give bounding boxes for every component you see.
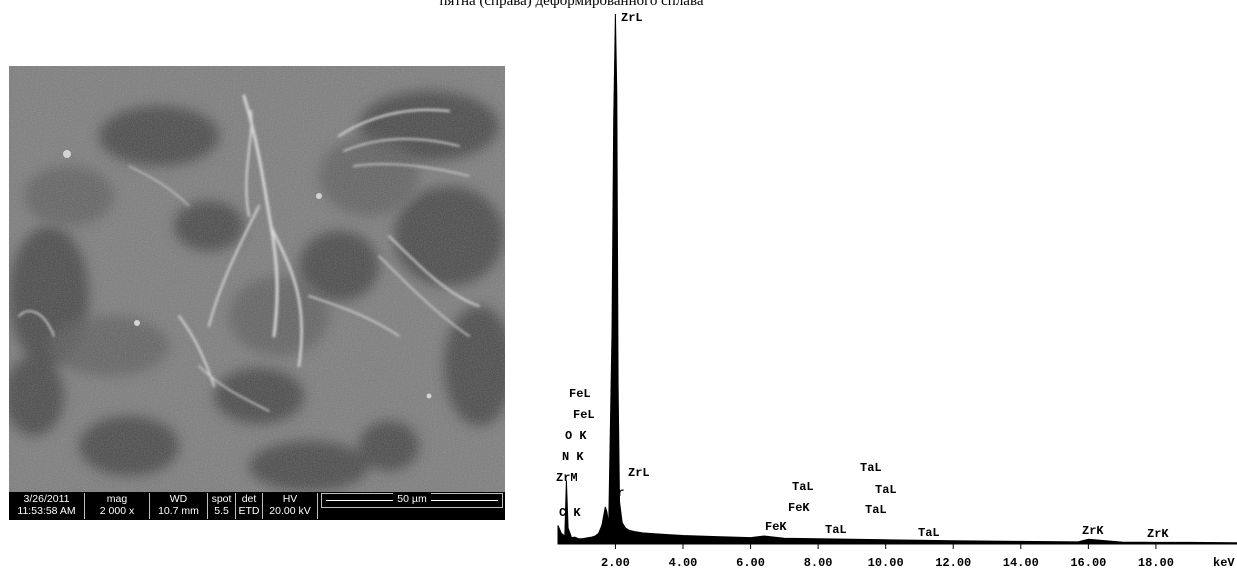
sem-texture [9,66,505,492]
peak-labels: ZrL FeL FeL O K N K ZrM C K Zr ZrL TaL F… [556,11,1169,541]
peak-label-tal-4: TaL [875,483,897,497]
x-tick-label: 16.00 [1070,556,1106,570]
peak-label-zrl-2: ZrL [628,466,650,480]
peak-label-zrk-1: ZrK [1082,524,1104,538]
peak-label-tal-5: TaL [865,503,887,517]
peak-label-tal-1: TaL [792,480,814,494]
eds-spectrum-chart: 2.00 4.00 6.00 8.00 10.00 12.00 14.00 16.00 18.0… [556,11,1237,570]
scale-bar-label: 50 µm [393,493,431,505]
peak-label-zrl-main: ZrL [621,11,643,25]
peak-label-fel-1: FeL [569,387,591,401]
peak-label-zrm: ZrM [556,471,578,485]
peak-label-ck: C K [559,506,581,520]
peak-label-nk: N K [562,450,584,464]
peak-label-zr: Zr [610,486,624,500]
sem-detector: det ETD [236,493,263,519]
sem-micrograph: 3/26/2011 11:53:58 AM mag 2 000 x WD 10.… [9,66,505,520]
x-tick-label: 12.00 [935,556,971,570]
peak-label-tal-6: TaL [918,526,940,540]
x-tick-label: 8.00 [804,556,833,570]
peak-label-zrk-2: ZrK [1147,527,1169,541]
x-tick-label: 18.00 [1138,556,1174,570]
peak-label-fek-1: FeK [788,501,810,515]
peak-label-tal-3: TaL [860,461,882,475]
sem-magnification: mag 2 000 x [85,493,150,519]
x-axis-ticks: 2.00 4.00 6.00 8.00 10.00 12.00 14.00 16.00 18.0… [601,544,1174,570]
caption-text: пятна (справа) деформированного сплава [439,0,704,9]
x-tick-label: 4.00 [669,556,698,570]
peak-label-fek-2: FeK [765,520,787,534]
peak-label-ok: O K [565,429,587,443]
sem-high-voltage: HV 20.00 kV [263,493,318,519]
sem-working-distance: WD 10.7 mm [150,493,208,519]
x-axis-unit-label: keV [1213,556,1235,570]
sem-info-bar: 3/26/2011 11:53:58 AM mag 2 000 x WD 10.… [9,492,505,520]
peak-label-tal-2: TaL [825,523,847,537]
x-tick-label: 2.00 [601,556,630,570]
sem-datetime: 3/26/2011 11:53:58 AM [9,493,85,519]
x-tick-label: 6.00 [736,556,765,570]
figure-caption: пятна (справа) деформированного сплава [0,0,1237,10]
x-tick-label: 14.00 [1003,556,1039,570]
spectrum-series-line [557,13,1237,545]
peak-label-fel-2: FeL [573,408,595,422]
x-tick-label: 10.00 [868,556,904,570]
sem-scale-bar: 50 µm [321,493,503,508]
sem-spot: spot 5.5 [208,493,236,519]
